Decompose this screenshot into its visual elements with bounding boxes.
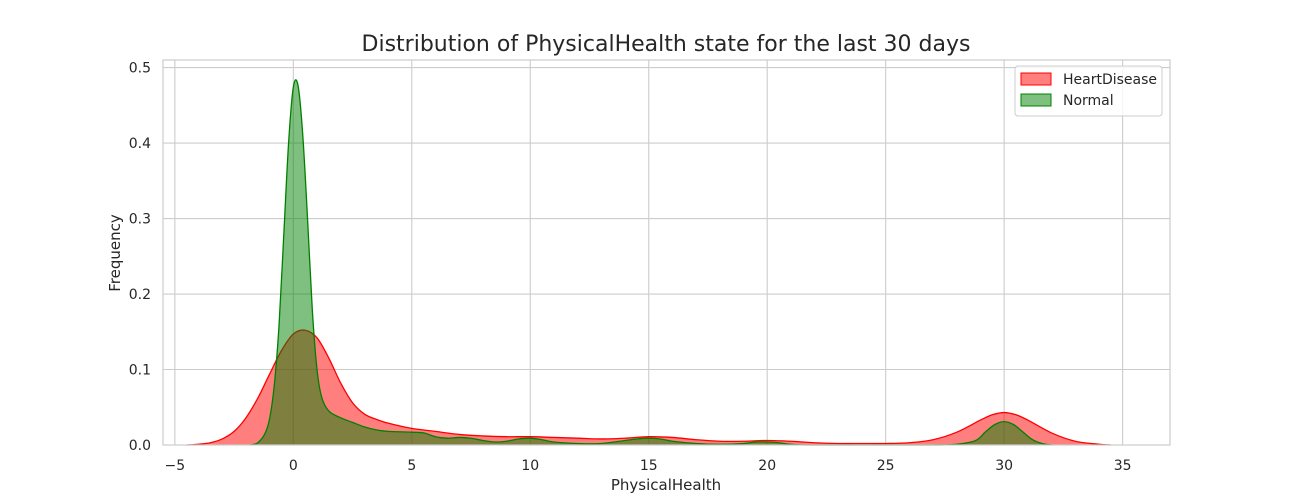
y-tick-label: 0.0 <box>129 438 151 454</box>
x-tick-label: 0 <box>289 458 298 474</box>
x-tick-label: 20 <box>758 458 776 474</box>
x-tick-label: −5 <box>165 458 186 474</box>
x-tick-label: 15 <box>640 458 658 474</box>
x-tick-label: 25 <box>877 458 895 474</box>
y-tick-label: 0.5 <box>129 61 151 77</box>
density-area-normal <box>250 79 1052 446</box>
chart-title: Distribution of PhysicalHealth state for… <box>362 32 971 57</box>
x-tick-labels: −5 0 5 10 15 20 25 30 35 <box>165 458 1132 474</box>
legend-label-heartdisease: HeartDisease <box>1063 72 1157 88</box>
x-axis-title: PhysicalHealth <box>611 476 721 494</box>
y-tick-label: 0.4 <box>129 136 151 152</box>
x-tick-label: 30 <box>995 458 1013 474</box>
legend-box <box>1014 65 1163 117</box>
density-line-normal <box>250 79 1052 446</box>
y-tick-label: 0.3 <box>129 212 151 228</box>
legend: HeartDisease Normal <box>1014 65 1163 117</box>
y-tick-label: 0.1 <box>129 363 151 379</box>
legend-swatch-heartdisease <box>1020 72 1052 86</box>
x-tick-label: 5 <box>407 458 416 474</box>
plot-frame <box>162 59 1171 446</box>
legend-label-normal: Normal <box>1063 93 1114 109</box>
x-tick-label: 35 <box>1114 458 1132 474</box>
legend-swatch-normal <box>1020 93 1052 107</box>
x-tick-label: 10 <box>521 458 539 474</box>
y-axis-title: Frequency <box>106 214 124 292</box>
y-tick-label: 0.2 <box>129 287 151 303</box>
y-tick-labels: 0.0 0.1 0.2 0.3 0.4 0.5 <box>129 61 151 454</box>
